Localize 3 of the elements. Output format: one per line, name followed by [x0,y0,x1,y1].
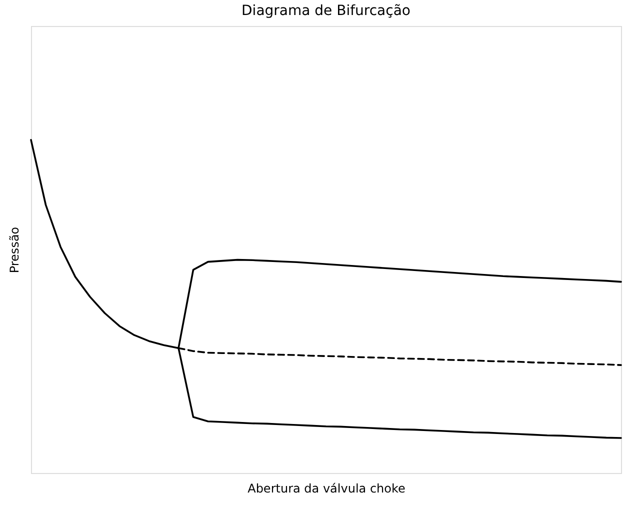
chart-title: Diagrama de Bifurcação [242,3,410,19]
y-axis-title: Pressão [8,226,22,274]
x-axis-title: Abertura da válvula choke [248,482,406,496]
